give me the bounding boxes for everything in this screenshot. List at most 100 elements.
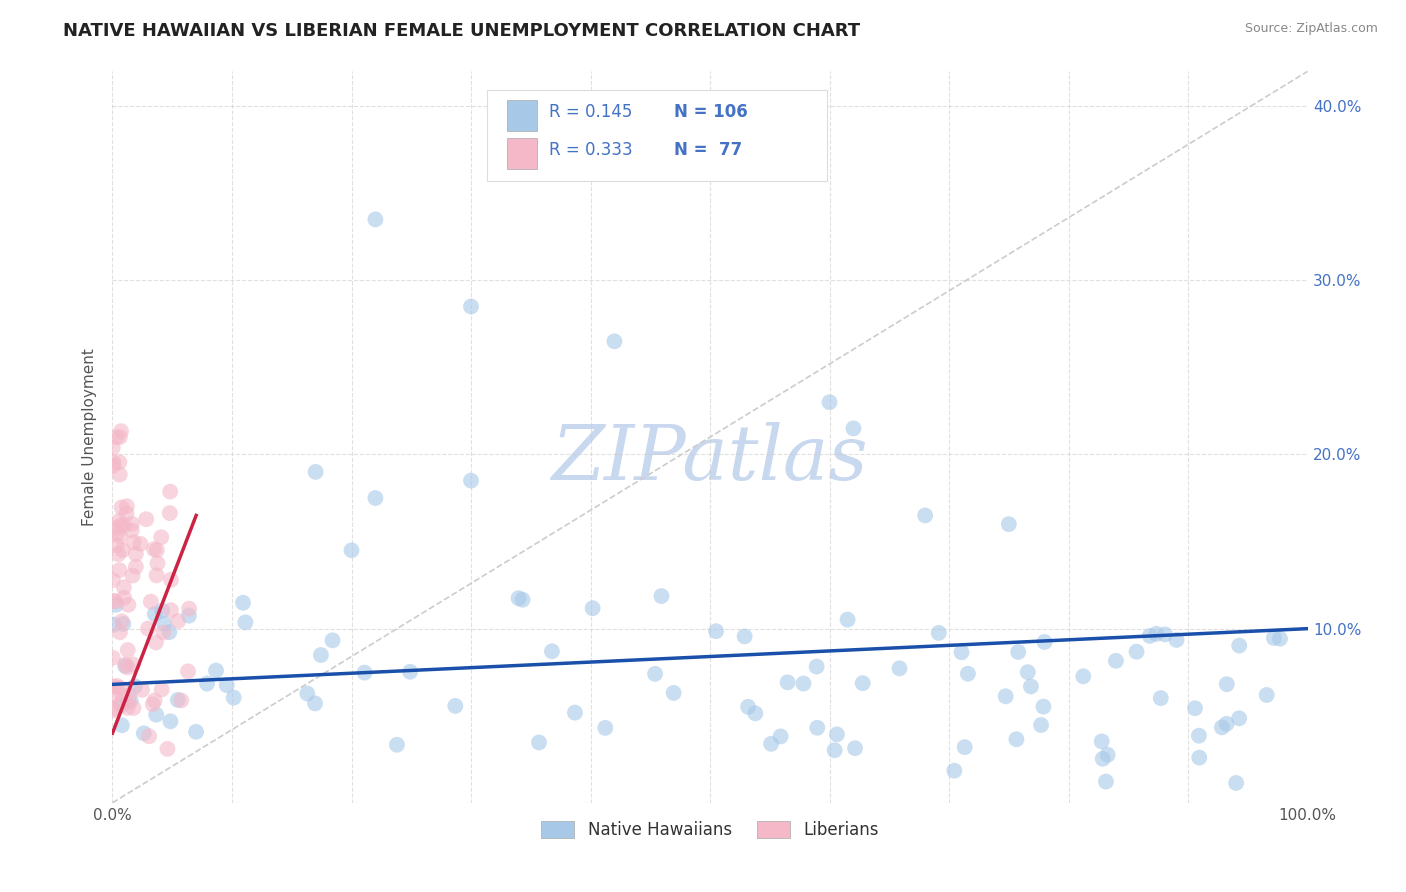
- Point: [121, 568, 143, 582]
- Point: [135, 512, 157, 526]
- Point: [103, 594, 125, 608]
- Point: [1144, 627, 1167, 641]
- Point: [177, 665, 200, 679]
- Point: [1019, 680, 1042, 694]
- Point: [1017, 665, 1039, 680]
- Point: [1188, 729, 1211, 743]
- Point: [737, 699, 759, 714]
- Point: [105, 526, 128, 541]
- Point: [1227, 639, 1250, 653]
- Point: [111, 688, 134, 702]
- Point: [108, 681, 131, 695]
- Point: [104, 521, 127, 535]
- Point: [818, 395, 841, 409]
- Point: [103, 458, 125, 473]
- Point: [305, 465, 328, 479]
- Point: [112, 580, 135, 594]
- Point: [139, 594, 162, 608]
- Point: [1227, 711, 1250, 725]
- Point: [704, 624, 727, 639]
- Point: [105, 538, 128, 552]
- Point: [340, 543, 363, 558]
- Point: [108, 514, 131, 528]
- Point: [1211, 720, 1233, 734]
- Point: [136, 622, 159, 636]
- Point: [889, 661, 911, 675]
- Point: [146, 556, 169, 570]
- Point: [1125, 645, 1147, 659]
- Point: [120, 694, 142, 708]
- Point: [998, 517, 1021, 532]
- Point: [1091, 752, 1114, 766]
- Point: [928, 626, 950, 640]
- Point: [734, 629, 756, 643]
- Point: [353, 665, 375, 680]
- Point: [117, 695, 139, 709]
- Point: [994, 690, 1017, 704]
- FancyBboxPatch shape: [486, 90, 827, 181]
- Point: [112, 518, 135, 533]
- Point: [129, 537, 152, 551]
- Point: [195, 676, 218, 690]
- Point: [662, 686, 685, 700]
- Point: [146, 543, 169, 558]
- Point: [953, 740, 976, 755]
- Point: [107, 547, 129, 561]
- Point: [177, 601, 200, 615]
- FancyBboxPatch shape: [508, 100, 537, 130]
- Point: [103, 680, 125, 694]
- FancyBboxPatch shape: [508, 138, 537, 169]
- Point: [150, 604, 173, 618]
- Point: [1095, 774, 1118, 789]
- Point: [603, 334, 626, 349]
- Point: [114, 659, 136, 673]
- Point: [1263, 631, 1285, 645]
- Point: [110, 697, 132, 711]
- Point: [122, 657, 145, 672]
- Point: [131, 682, 153, 697]
- Point: [112, 617, 135, 632]
- Point: [143, 607, 166, 621]
- Point: [943, 764, 966, 778]
- Point: [138, 729, 160, 743]
- Point: [111, 698, 134, 713]
- Point: [157, 625, 180, 640]
- Point: [101, 573, 124, 587]
- Point: [399, 665, 422, 679]
- Point: [222, 690, 245, 705]
- Point: [769, 730, 792, 744]
- Point: [114, 657, 136, 672]
- Point: [101, 650, 124, 665]
- Point: [153, 616, 176, 631]
- Point: [150, 530, 173, 544]
- Point: [111, 615, 134, 629]
- Point: [132, 726, 155, 740]
- Point: [170, 693, 193, 707]
- Point: [156, 742, 179, 756]
- Point: [101, 702, 124, 716]
- Text: N =  77: N = 77: [675, 141, 742, 159]
- Point: [105, 430, 128, 444]
- Point: [842, 421, 865, 435]
- Text: R = 0.145: R = 0.145: [548, 103, 633, 120]
- Point: [1216, 677, 1239, 691]
- Point: [104, 594, 127, 608]
- Point: [321, 633, 343, 648]
- Point: [143, 693, 166, 707]
- Point: [150, 682, 173, 697]
- Point: [110, 424, 132, 438]
- Point: [108, 455, 131, 469]
- Point: [806, 659, 828, 673]
- Point: [460, 300, 482, 314]
- Legend: Native Hawaiians, Liberians: Native Hawaiians, Liberians: [534, 814, 886, 846]
- Point: [650, 589, 672, 603]
- Point: [508, 591, 530, 606]
- Point: [1188, 750, 1211, 764]
- Point: [205, 664, 228, 678]
- Point: [145, 707, 167, 722]
- Point: [824, 743, 846, 757]
- Point: [121, 524, 143, 538]
- Point: [1105, 654, 1128, 668]
- Point: [1256, 688, 1278, 702]
- Point: [512, 592, 534, 607]
